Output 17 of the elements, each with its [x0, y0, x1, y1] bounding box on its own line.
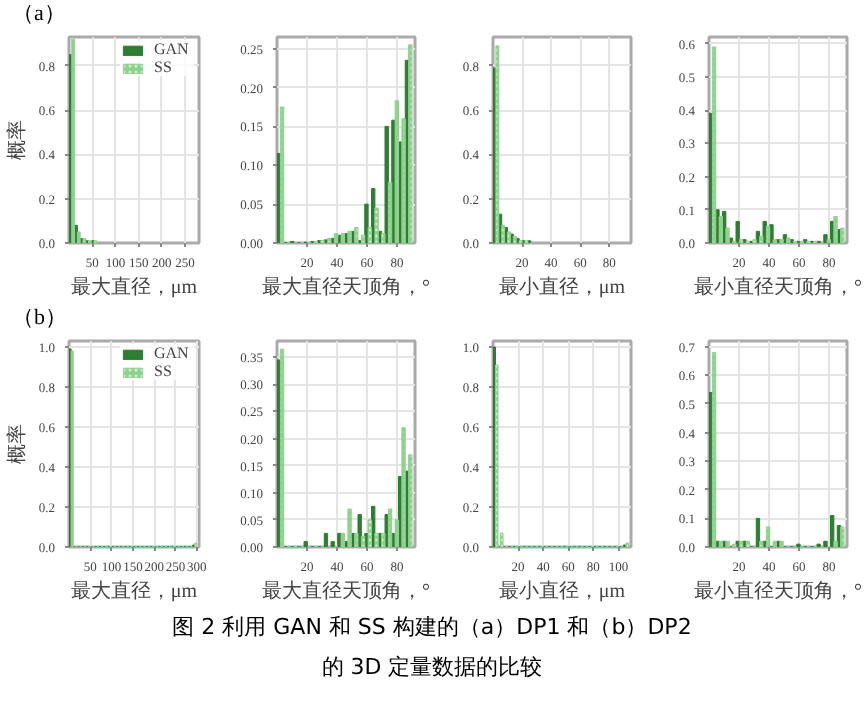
x-axis-title: 最大直径，μm: [70, 275, 198, 299]
x-axis-title: 最小直径，μm: [498, 275, 626, 299]
legend-label: GAN: [154, 344, 191, 362]
x-axis-title: 最小直径天顶角，°: [694, 275, 862, 299]
x-axis-title: 最大直径天顶角，°: [262, 579, 430, 603]
legend-label: SS: [154, 58, 174, 76]
chart-title: （a）: [12, 0, 66, 30]
y-axis-title: 概率: [4, 424, 29, 464]
y-axis-title: 概率: [4, 120, 29, 160]
x-axis-title: 最大直径天顶角，°: [262, 275, 430, 299]
legend-label: GAN: [154, 40, 191, 58]
legend-label: SS: [154, 362, 174, 380]
x-axis-title: 最小直径天顶角，°: [694, 579, 862, 603]
chart-title: （b）: [12, 304, 67, 334]
x-axis-title: 最大直径，μm: [70, 579, 198, 603]
x-axis-title: 最小直径，μm: [498, 579, 626, 603]
caption: 图 2 利用 GAN 和 SS 构建的（a）DP1 和（b）DP2 的 3D 定量数据的比较: [172, 612, 692, 684]
